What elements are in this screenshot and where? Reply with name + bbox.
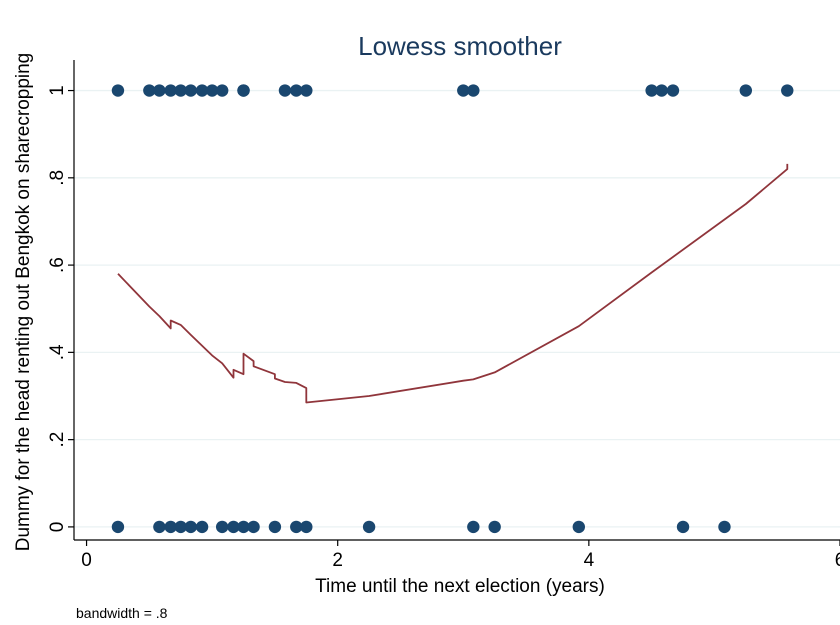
data-point xyxy=(467,84,480,97)
data-point xyxy=(227,520,240,534)
data-point xyxy=(237,84,250,97)
data-point xyxy=(666,84,680,97)
data-point xyxy=(164,84,177,97)
data-point xyxy=(205,84,219,97)
data-point xyxy=(655,84,668,97)
y-axis-label: Dummy for the head renting out Bengkok o… xyxy=(13,53,34,552)
x-tick-label-0: 0 xyxy=(81,550,92,571)
x-axis-label: Time until the next election (years) xyxy=(315,576,605,597)
data-point xyxy=(164,520,177,534)
data-point xyxy=(237,520,250,534)
data-point xyxy=(247,520,260,534)
data-point xyxy=(781,84,794,97)
data-point xyxy=(195,84,209,97)
data-point xyxy=(153,84,166,97)
y-tick-label-4: .8 xyxy=(47,170,68,186)
scatter-points xyxy=(111,84,794,534)
data-point xyxy=(143,84,156,97)
data-point xyxy=(739,84,753,97)
data-point xyxy=(111,84,125,97)
data-point xyxy=(184,84,197,97)
data-point xyxy=(645,84,658,97)
data-point xyxy=(290,84,303,97)
lowess-line xyxy=(117,163,789,404)
data-point xyxy=(467,520,480,534)
data-point xyxy=(195,520,209,534)
bandwidth-note: bandwidth = .8 xyxy=(76,605,168,621)
y-tick-label-0: 0 xyxy=(47,522,68,533)
data-point xyxy=(153,520,166,534)
data-point xyxy=(290,520,303,534)
data-point xyxy=(718,520,731,534)
data-point xyxy=(676,520,690,534)
data-point xyxy=(488,520,501,534)
data-point xyxy=(268,520,282,534)
data-point xyxy=(174,520,187,534)
data-point xyxy=(278,84,292,97)
data-point xyxy=(362,520,376,534)
x-tick-label-1: 2 xyxy=(332,550,343,571)
data-point xyxy=(111,520,125,534)
x-tick-label-3: 6 xyxy=(835,550,840,571)
data-point xyxy=(215,84,229,97)
data-point xyxy=(184,520,197,534)
lowess-line-layer xyxy=(117,163,789,404)
data-point xyxy=(457,84,470,97)
axes: 0 .2 .4 .6 .8 1 0 2 4 6 xyxy=(47,60,840,571)
y-tick-label-3: .6 xyxy=(47,257,68,273)
data-point xyxy=(215,520,229,534)
x-tick-label-2: 4 xyxy=(584,550,595,571)
chart-title: Lowess smoother xyxy=(358,31,562,61)
grid xyxy=(74,89,840,528)
data-point xyxy=(300,520,313,534)
y-tick-label-5: 1 xyxy=(47,85,68,96)
y-tick-label-2: .4 xyxy=(47,344,68,360)
data-point xyxy=(174,84,187,97)
y-tick-label-1: .2 xyxy=(47,432,68,448)
data-point xyxy=(300,84,313,97)
data-point xyxy=(572,520,586,534)
